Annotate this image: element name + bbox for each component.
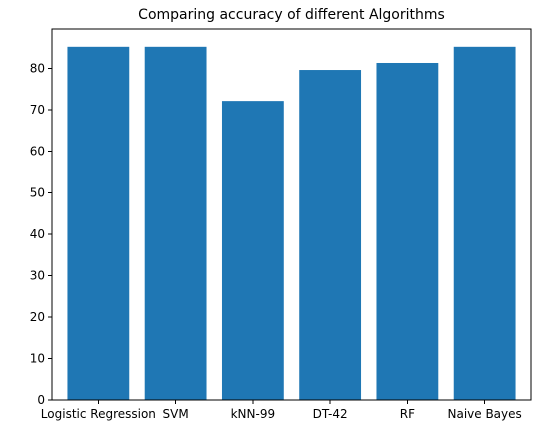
- y-tick-label: 80: [30, 61, 45, 75]
- axes-layer: [51, 28, 532, 401]
- x-tick-label: RF: [400, 407, 415, 421]
- y-tick-label: 10: [30, 352, 45, 366]
- y-tick-label: 20: [30, 310, 45, 324]
- bar-1: [144, 46, 207, 400]
- x-tick-label: Naive Bayes: [447, 407, 521, 421]
- ticks-layer: Logistic Regression SVM kNN-99 DT-42 RF Naive…: [30, 61, 522, 421]
- x-tick-label: DT-42: [313, 407, 348, 421]
- x-tick-label: SVM: [163, 407, 189, 421]
- y-tick-label: 40: [30, 227, 45, 241]
- y-tick-label: 50: [30, 186, 45, 200]
- bars-layer: [67, 46, 516, 401]
- chart-title: Comparing accuracy of different Algorith…: [138, 7, 445, 23]
- y-tick-label: 60: [30, 144, 45, 158]
- plot-frame: [51, 28, 532, 401]
- bar-5: [453, 46, 516, 400]
- bar-0: [67, 46, 130, 400]
- y-tick-label: 70: [30, 103, 45, 117]
- bar-4: [376, 62, 439, 401]
- x-tick-label: kNN-99: [231, 407, 276, 421]
- bar-3: [299, 70, 362, 400]
- y-tick-label: 30: [30, 269, 45, 283]
- bar-2: [221, 101, 284, 400]
- x-tick-label: Logistic Regression: [41, 407, 156, 421]
- y-tick-label: 0: [37, 393, 45, 407]
